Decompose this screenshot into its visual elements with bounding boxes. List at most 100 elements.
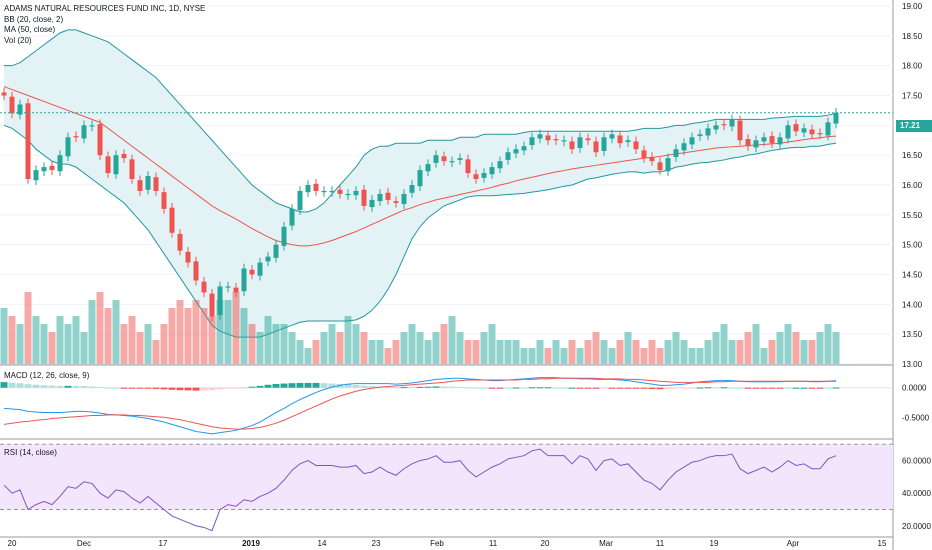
candle-body[interactable]	[113, 155, 119, 175]
candle-body[interactable]	[425, 164, 431, 172]
candle-body[interactable]	[481, 173, 487, 178]
candle-body[interactable]	[185, 251, 191, 263]
candle-body[interactable]	[233, 287, 239, 293]
candle-body[interactable]	[217, 286, 223, 316]
candle-body[interactable]	[633, 141, 639, 150]
candle-body[interactable]	[225, 286, 231, 288]
candle-body[interactable]	[49, 165, 55, 171]
candle-body[interactable]	[553, 139, 559, 141]
candle-body[interactable]	[457, 158, 463, 160]
vol-legend[interactable]: Vol (20)	[4, 35, 32, 45]
candle-body[interactable]	[401, 193, 407, 205]
candle-body[interactable]	[329, 190, 335, 193]
candle-body[interactable]	[577, 137, 583, 149]
candle-body[interactable]	[81, 125, 87, 139]
candle-body[interactable]	[649, 156, 655, 162]
candle-body[interactable]	[617, 135, 623, 144]
candle-body[interactable]	[601, 137, 607, 151]
candle-body[interactable]	[273, 244, 279, 258]
candle-body[interactable]	[193, 261, 199, 281]
candle-body[interactable]	[57, 155, 63, 172]
candle-body[interactable]	[313, 183, 319, 191]
candle-body[interactable]	[465, 159, 471, 174]
candle-body[interactable]	[521, 146, 527, 151]
candle-body[interactable]	[249, 269, 255, 275]
candle-body[interactable]	[417, 170, 423, 187]
candle-body[interactable]	[281, 226, 287, 246]
candle-body[interactable]	[121, 153, 127, 159]
candle-body[interactable]	[25, 103, 31, 180]
ma-legend[interactable]: MA (50, close)	[4, 25, 56, 34]
candle-body[interactable]	[681, 143, 687, 151]
candle-body[interactable]	[305, 185, 311, 193]
candle-body[interactable]	[473, 174, 479, 180]
candle-body[interactable]	[393, 201, 399, 203]
candle-body[interactable]	[513, 149, 519, 154]
bb-legend[interactable]: BB (20, close, 2)	[4, 14, 64, 24]
candle-body[interactable]	[817, 133, 823, 135]
candle-body[interactable]	[337, 189, 343, 194]
candle-body[interactable]	[745, 139, 751, 147]
candle-body[interactable]	[321, 190, 327, 193]
candle-body[interactable]	[89, 125, 95, 127]
candle-body[interactable]	[9, 96, 15, 114]
candle-body[interactable]	[409, 185, 415, 193]
candle-body[interactable]	[721, 124, 727, 126]
candle-body[interactable]	[713, 125, 719, 130]
candle-body[interactable]	[17, 104, 23, 115]
candle-body[interactable]	[593, 141, 599, 153]
candle-body[interactable]	[289, 208, 295, 226]
candle-body[interactable]	[137, 180, 143, 191]
candle-body[interactable]	[41, 167, 47, 172]
candle-body[interactable]	[177, 233, 183, 251]
candle-body[interactable]	[641, 150, 647, 159]
time-axis[interactable]: 20 Dec 17 2019 14 23 Feb 11 20 Mar 11 19 Apr 15	[8, 539, 887, 548]
candle-body[interactable]	[33, 170, 39, 181]
candle-body[interactable]	[705, 128, 711, 136]
candle-body[interactable]	[769, 136, 775, 144]
candle-body[interactable]	[729, 119, 735, 127]
candle-body[interactable]	[753, 140, 759, 148]
candle-body[interactable]	[497, 161, 503, 169]
candle-body[interactable]	[673, 149, 679, 157]
candle-body[interactable]	[801, 128, 807, 133]
candle-body[interactable]	[689, 137, 695, 145]
candle-body[interactable]	[825, 122, 831, 136]
candle-body[interactable]	[833, 112, 839, 124]
candle-body[interactable]	[129, 159, 135, 180]
candle-body[interactable]	[353, 190, 359, 196]
candle-body[interactable]	[65, 137, 71, 157]
candle-body[interactable]	[489, 167, 495, 175]
candle-body[interactable]	[145, 176, 151, 190]
candle-body[interactable]	[537, 134, 543, 139]
candle-body[interactable]	[793, 124, 799, 132]
candle-body[interactable]	[153, 177, 159, 191]
candle-body[interactable]	[665, 158, 671, 172]
candle-body[interactable]	[209, 293, 215, 317]
candle-body[interactable]	[1, 92, 7, 96]
candle-body[interactable]	[385, 192, 391, 200]
candle-body[interactable]	[545, 135, 551, 141]
candle-body[interactable]	[697, 134, 703, 137]
candle-body[interactable]	[809, 129, 815, 135]
candle-body[interactable]	[257, 262, 263, 276]
candle-body[interactable]	[169, 207, 175, 233]
price-axis[interactable]: 19.0018.5018.0017.5017.0016.5016.0015.50…	[902, 2, 931, 531]
candle-body[interactable]	[433, 155, 439, 163]
candlesticks[interactable]	[0, 87, 893, 322]
candle-body[interactable]	[561, 140, 567, 142]
candle-body[interactable]	[625, 140, 631, 143]
candle-body[interactable]	[369, 199, 375, 208]
candle-body[interactable]	[585, 138, 591, 141]
rsi-legend[interactable]: RSI (14, close)	[4, 448, 57, 457]
candle-body[interactable]	[529, 137, 535, 146]
candle-body[interactable]	[609, 134, 615, 139]
candle-body[interactable]	[297, 190, 303, 211]
macd-legend[interactable]: MACD (12, 26, close, 9)	[4, 371, 90, 380]
candle-body[interactable]	[441, 156, 447, 162]
candle-body[interactable]	[569, 141, 575, 150]
candle-body[interactable]	[361, 189, 367, 206]
candle-body[interactable]	[449, 161, 455, 163]
candle-body[interactable]	[737, 120, 743, 141]
